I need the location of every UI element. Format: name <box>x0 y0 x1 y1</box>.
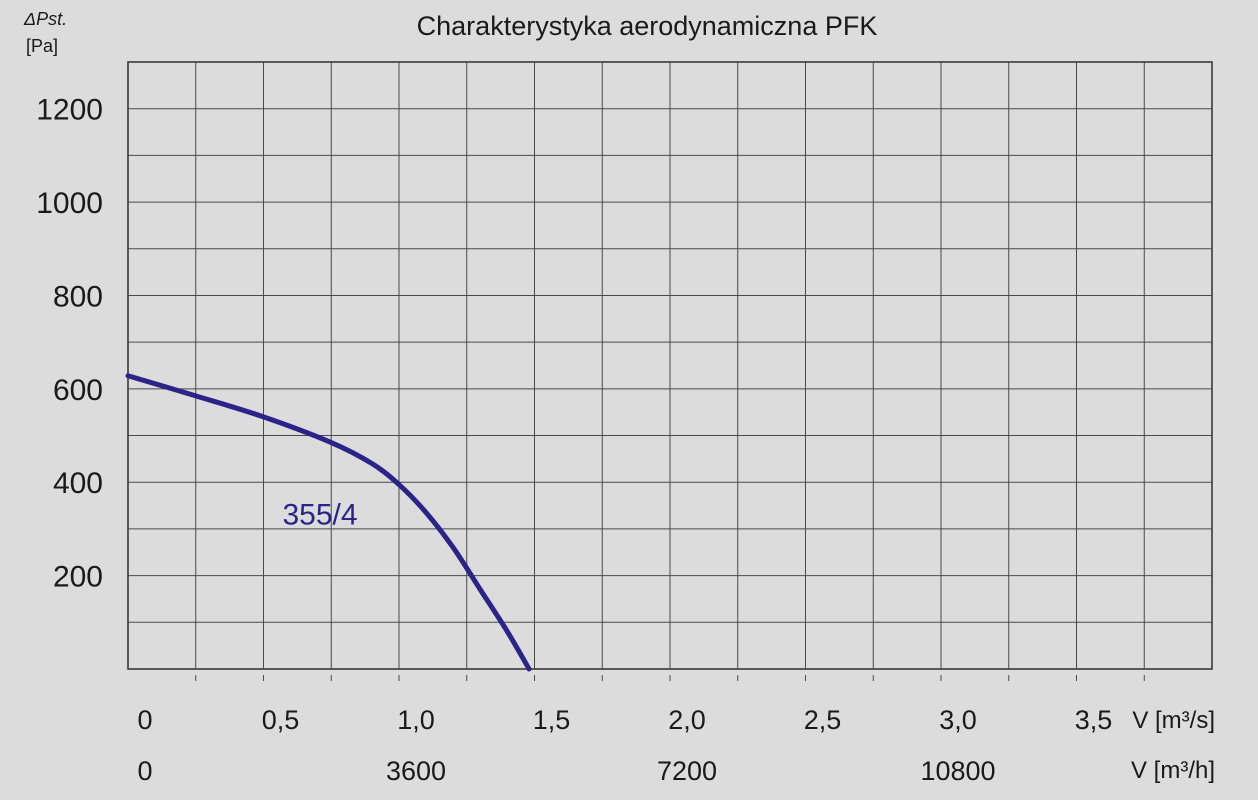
series-label-355-4: 355/4 <box>282 498 357 531</box>
x-tick-labels-m3s: 0 0,5 1,0 1,5 2,0 2,5 3,0 3,5 <box>137 705 1112 735</box>
plot-border <box>127 61 1213 670</box>
y-tick-label: 400 <box>53 467 103 500</box>
chart-title: Charakterystyka aerodynamiczna PFK <box>417 11 878 41</box>
y-tick-labels: 200 400 600 800 1000 1200 <box>36 94 103 594</box>
x-tick-label-m3s: 3,5 <box>1075 705 1113 735</box>
x-tick-marks <box>195 675 1145 681</box>
y-tick-label: 1000 <box>36 187 103 220</box>
x-tick-label-m3h: 7200 <box>657 756 717 786</box>
x-tick-label-m3s: 0,5 <box>262 705 300 735</box>
x-axis-unit-m3s: V [m³/s] <box>1132 707 1215 734</box>
x-tick-label-m3h: 0 <box>137 756 152 786</box>
y-tick-label: 1200 <box>36 94 103 127</box>
series-line-355-4 <box>125 373 532 672</box>
x-tick-label-m3s: 1,0 <box>397 705 435 735</box>
x-tick-label-m3s: 2,5 <box>804 705 842 735</box>
grid-layer <box>128 62 1212 669</box>
x-tick-labels-m3h: 0 3600 7200 10800 <box>137 756 995 786</box>
x-tick-label-m3s: 2,0 <box>668 705 706 735</box>
x-tick-label-m3h: 3600 <box>386 756 446 786</box>
y-tick-label: 200 <box>53 561 103 594</box>
x-tick-label-m3h: 10800 <box>920 756 995 786</box>
x-axis-unit-m3h: V [m³/h] <box>1131 757 1215 784</box>
y-axis-symbol: ΔPst. <box>23 9 67 29</box>
x-tick-label-m3s: 1,5 <box>533 705 571 735</box>
x-tick-label-m3s: 3,0 <box>939 705 977 735</box>
series-layer: 355/4 <box>125 373 532 672</box>
y-axis-unit: [Pa] <box>26 36 58 56</box>
y-tick-label: 800 <box>53 280 103 313</box>
x-tick-label-m3s: 0 <box>137 705 152 735</box>
y-tick-label: 600 <box>53 374 103 407</box>
